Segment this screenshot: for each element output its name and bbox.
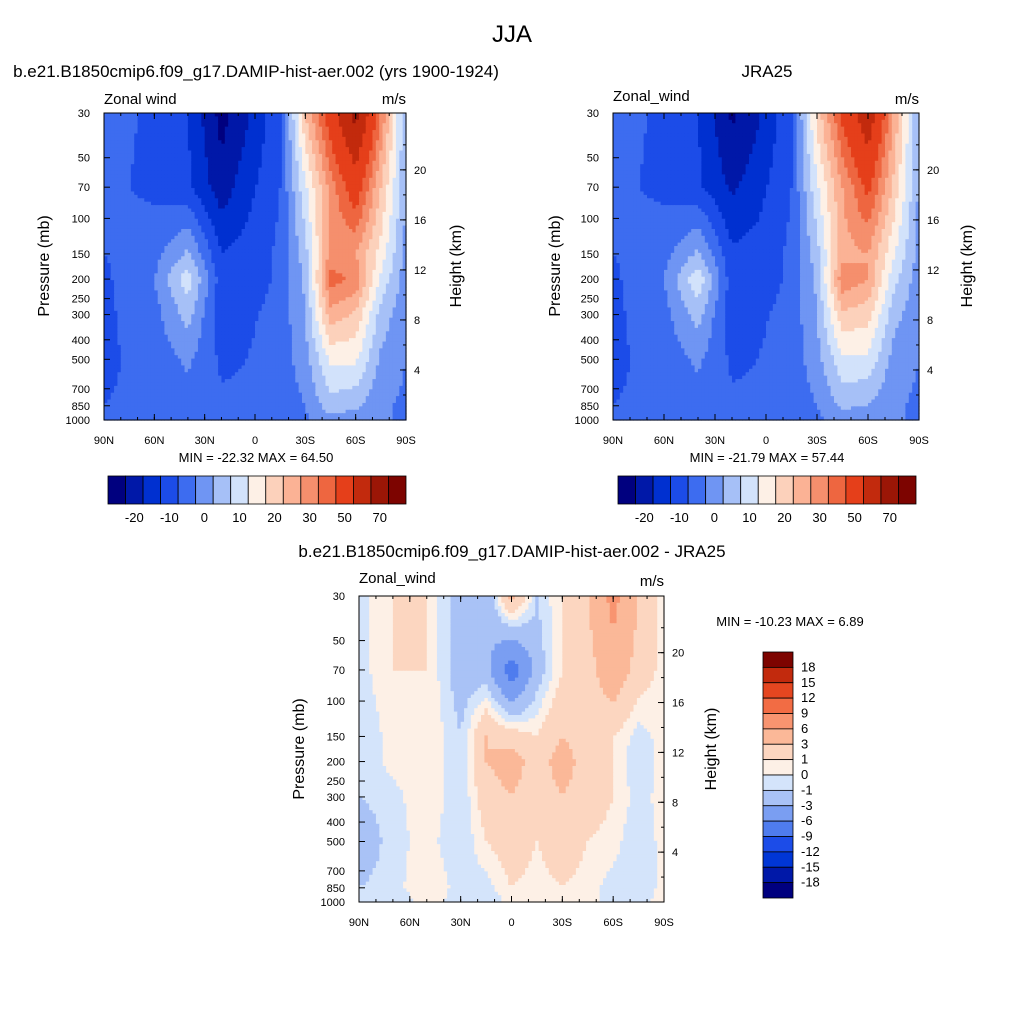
units-label: m/s [382,91,406,108]
variable-label: Zonal wind [104,91,177,108]
panel-title: b.e21.B1850cmip6.f09_g17.DAMIP-hist-aer.… [13,62,499,81]
contour-field [104,113,407,421]
figure-title: JJA [492,21,532,48]
panel-model: b.e21.B1850cmip6.f09_g17.DAMIP-hist-aer.… [13,62,499,525]
